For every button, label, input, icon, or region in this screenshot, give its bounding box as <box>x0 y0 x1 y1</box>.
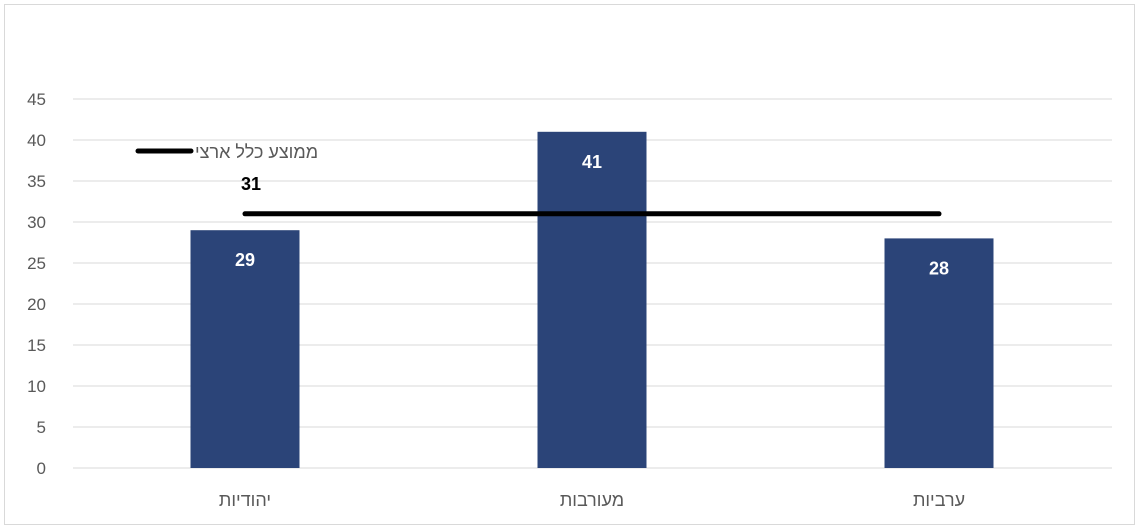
legend-label-reference-line: ממוצע כלל ארצי <box>195 142 318 162</box>
x-axis-category-labels: יהודיות מעורבות ערביות <box>219 490 965 510</box>
y-tick-label-20: 20 <box>27 295 46 314</box>
y-tick-label-25: 25 <box>27 254 46 273</box>
y-tick-label-30: 30 <box>27 213 46 232</box>
y-tick-label-40: 40 <box>27 131 46 150</box>
bar-value-label-1: 29 <box>235 250 255 270</box>
x-category-label-1: יהודיות <box>219 490 271 510</box>
y-tick-label-45: 45 <box>27 90 46 109</box>
y-axis-tick-labels: 0 5 10 15 20 25 30 35 40 45 <box>27 90 46 478</box>
legend: ממוצע כלל ארצי <box>135 142 318 162</box>
y-tick-label-15: 15 <box>27 336 46 355</box>
bar-3 <box>884 238 994 468</box>
bar-1 <box>190 230 300 468</box>
reference-line-group: 31 <box>241 174 942 217</box>
bar-value-label-3: 28 <box>929 258 949 278</box>
reference-line-value-label: 31 <box>241 174 261 194</box>
x-category-label-2: מעורבות <box>560 490 624 510</box>
y-tick-label-10: 10 <box>27 377 46 396</box>
y-tick-label-5: 5 <box>37 418 46 437</box>
bar-2 <box>537 131 647 469</box>
x-category-label-3: ערביות <box>913 490 965 510</box>
bars: 29 41 28 <box>190 131 994 469</box>
y-tick-label-0: 0 <box>37 459 46 478</box>
bar-value-label-2: 41 <box>582 152 602 172</box>
y-tick-label-35: 35 <box>27 172 46 191</box>
